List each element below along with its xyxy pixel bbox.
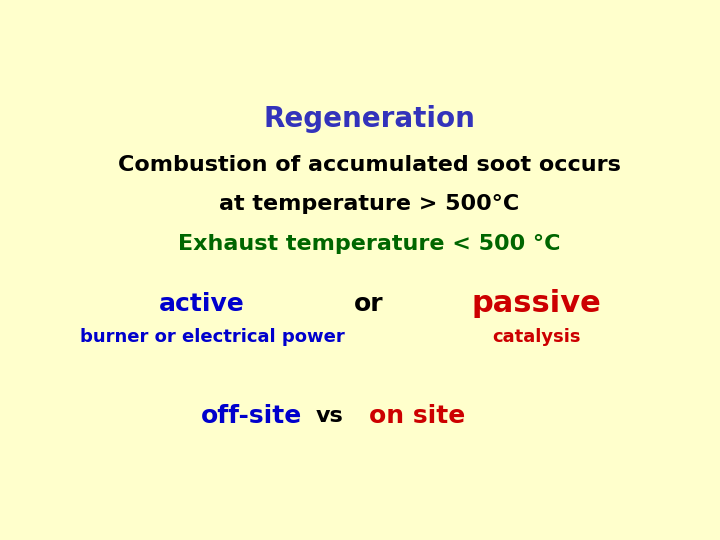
Text: Regeneration: Regeneration — [263, 105, 475, 133]
Text: off-site: off-site — [201, 404, 302, 428]
Text: at temperature > 500°C: at temperature > 500°C — [219, 194, 519, 214]
Text: Exhaust temperature < 500 °C: Exhaust temperature < 500 °C — [178, 234, 560, 254]
Text: vs: vs — [316, 406, 343, 426]
Text: passive: passive — [472, 289, 601, 319]
Text: on site: on site — [369, 404, 465, 428]
Text: burner or electrical power: burner or electrical power — [81, 328, 345, 346]
Text: catalysis: catalysis — [492, 328, 580, 346]
Text: or: or — [354, 292, 384, 316]
Text: active: active — [158, 292, 245, 316]
Text: Combustion of accumulated soot occurs: Combustion of accumulated soot occurs — [117, 154, 621, 174]
